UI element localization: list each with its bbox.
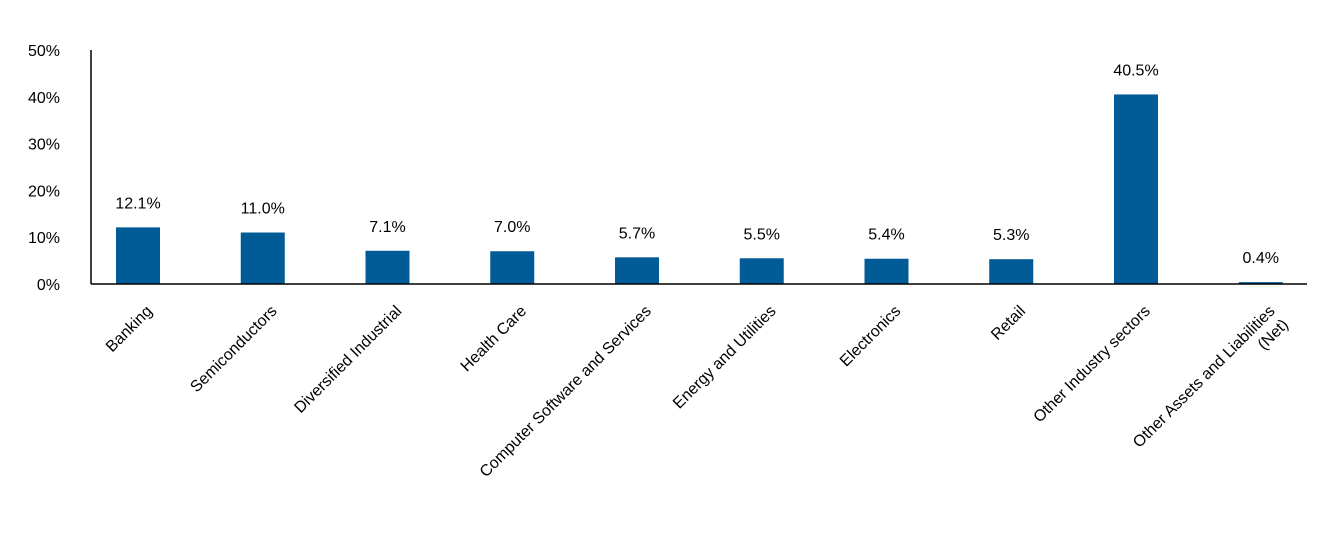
- bar: [490, 251, 535, 284]
- category-label: Diversified Industrial: [291, 303, 405, 417]
- bar: [739, 258, 784, 284]
- category-label-line: Electronics: [837, 303, 904, 370]
- category-label-line: Diversified Industrial: [291, 303, 405, 417]
- data-label: 11.0%: [241, 201, 285, 218]
- category-labels: Banking Semiconductors Diversified Industr…: [103, 303, 1292, 481]
- data-label: 0.4%: [1243, 250, 1279, 267]
- bars: [116, 94, 1283, 285]
- bar: [989, 259, 1034, 284]
- data-label: 7.1%: [369, 219, 405, 236]
- data-label: 7.0%: [494, 219, 530, 236]
- data-label: 5.4%: [868, 227, 904, 244]
- category-label: Electronics: [837, 303, 904, 370]
- data-labels: 12.1% 11.0% 7.1% 7.0% 5.7% 5.5% 5.4% 5.3% 40.5% 0…: [115, 62, 1279, 267]
- category-label: Other Assets and Liabilities(Net): [1130, 303, 1292, 451]
- category-label-line: Banking: [103, 303, 156, 356]
- y-tick-label: 0%: [37, 277, 60, 294]
- category-label: Retail: [988, 303, 1029, 344]
- data-label: 5.3%: [993, 227, 1029, 244]
- category-label: Other Industry sectors: [1031, 303, 1154, 426]
- category-label-line: Retail: [988, 303, 1029, 344]
- y-tick-label: 30%: [28, 137, 60, 154]
- bar: [615, 257, 659, 284]
- category-label: Energy and Utilities: [670, 303, 779, 412]
- data-label: 12.1%: [115, 195, 160, 212]
- bar: [116, 227, 160, 284]
- category-label-line: Semiconductors: [187, 303, 280, 396]
- category-label-line: Energy and Utilities: [670, 303, 779, 412]
- y-tick-label: 40%: [28, 90, 60, 107]
- data-label: 5.7%: [619, 225, 655, 242]
- y-tick-label: 10%: [28, 230, 60, 247]
- bar: [365, 250, 410, 284]
- data-label: 5.5%: [744, 226, 780, 243]
- category-label-line: Health Care: [458, 303, 530, 375]
- y-axis: 0% 10% 20% 30% 40% 50%: [28, 43, 92, 294]
- category-label: Health Care: [458, 303, 530, 375]
- category-label-line: Other Industry sectors: [1031, 303, 1154, 426]
- bar: [1238, 282, 1283, 284]
- category-label: Semiconductors: [187, 303, 280, 396]
- bar: [1114, 94, 1158, 285]
- category-label-line: Other Assets and Liabilities: [1130, 303, 1278, 451]
- y-tick-label: 20%: [28, 183, 60, 200]
- data-label: 40.5%: [1113, 62, 1158, 79]
- category-label: Banking: [103, 303, 156, 356]
- bar: [864, 258, 909, 284]
- bar: [240, 232, 285, 284]
- y-tick-label: 50%: [28, 43, 60, 60]
